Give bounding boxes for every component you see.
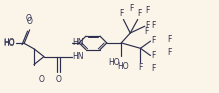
Text: F: F bbox=[129, 4, 133, 13]
Text: F: F bbox=[167, 35, 171, 44]
Text: F: F bbox=[144, 27, 148, 36]
Text: F: F bbox=[145, 21, 150, 30]
Text: HN: HN bbox=[73, 52, 84, 61]
Text: O: O bbox=[39, 75, 45, 84]
Text: O: O bbox=[25, 14, 31, 23]
Text: HO: HO bbox=[118, 62, 129, 71]
Text: O: O bbox=[27, 17, 33, 26]
Text: F: F bbox=[152, 64, 156, 73]
Text: F: F bbox=[138, 63, 143, 72]
Text: HO: HO bbox=[109, 58, 120, 67]
Text: F: F bbox=[120, 9, 124, 18]
Text: F: F bbox=[151, 36, 155, 45]
Text: HO: HO bbox=[4, 39, 15, 48]
Text: HN: HN bbox=[73, 38, 84, 47]
Text: F: F bbox=[145, 5, 150, 15]
Text: F: F bbox=[151, 21, 155, 30]
Text: F: F bbox=[137, 9, 141, 18]
Text: O: O bbox=[55, 75, 61, 84]
Text: HO: HO bbox=[4, 38, 15, 47]
Text: F: F bbox=[167, 48, 171, 57]
Text: F: F bbox=[151, 52, 155, 60]
